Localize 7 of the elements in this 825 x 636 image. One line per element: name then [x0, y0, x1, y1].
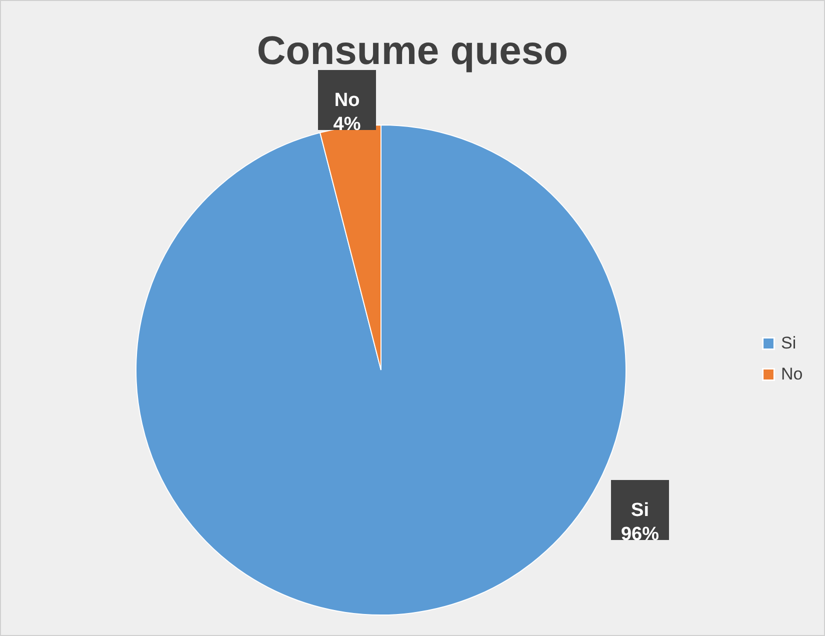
chart-title: Consume queso: [256, 29, 568, 73]
data-label: 4%: [333, 114, 361, 135]
legend-label: Si: [781, 334, 796, 352]
slice-label: No: [334, 90, 360, 111]
data-label: 96%: [620, 524, 660, 545]
slice-label: Si: [631, 500, 649, 521]
legend-label: No: [781, 364, 803, 384]
